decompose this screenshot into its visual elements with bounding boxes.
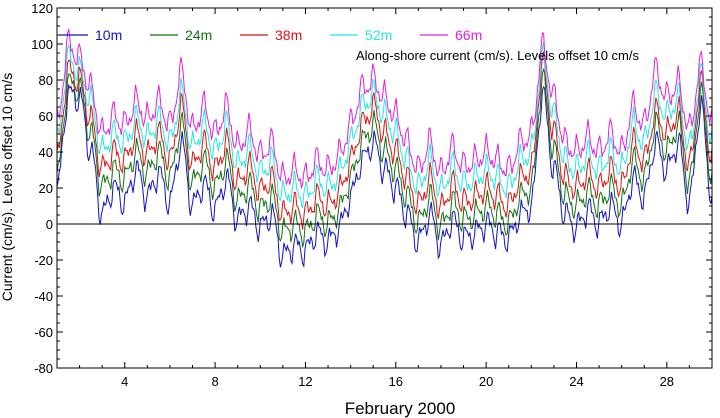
series-lines — [56, 28, 713, 268]
legend-label-38m: 38m — [275, 27, 302, 43]
series-line-66m — [56, 28, 713, 189]
y-tick-label: 40 — [39, 145, 53, 160]
x-tick-label: 20 — [479, 374, 493, 389]
x-tick-label: 28 — [660, 374, 674, 389]
x-tick-label: 4 — [121, 374, 128, 389]
tick-marks — [56, 7, 713, 369]
x-tick-label: 24 — [569, 374, 583, 389]
x-tick-label: 12 — [298, 374, 312, 389]
y-tick-label: 60 — [39, 109, 53, 124]
series-line-10m — [56, 83, 713, 268]
x-tick-label: 16 — [389, 374, 403, 389]
y-tick-label: 20 — [39, 181, 53, 196]
legend-label-24m: 24m — [185, 27, 212, 43]
y-tick-label: -20 — [34, 253, 53, 268]
series-line-52m — [56, 42, 713, 209]
y-axis-title: Current (cm/s). Levels offset 10 cm/s — [0, 73, 15, 301]
chart-annotation: Along-shore current (cm/s). Levels offse… — [356, 48, 639, 63]
tick-labels: 4 8 12 16 20 24 28 -80 -60 -40 -20 0 20 40 60 80 100 120 — [31, 1, 674, 389]
y-tick-label: -60 — [34, 325, 53, 340]
y-tick-label: 120 — [31, 1, 53, 16]
legend: 10m 24m 38m 52m 66m — [60, 27, 482, 43]
series-line-24m — [56, 67, 713, 248]
y-tick-label: 100 — [31, 37, 53, 52]
legend-label-10m: 10m — [95, 27, 122, 43]
legend-label-66m: 66m — [455, 27, 482, 43]
x-tick-label: 8 — [211, 374, 218, 389]
y-tick-label: 0 — [46, 217, 53, 232]
x-axis-title: February 2000 — [345, 399, 456, 418]
y-tick-label: -80 — [34, 361, 53, 376]
series-line-38m — [56, 51, 713, 230]
y-tick-label: 80 — [39, 73, 53, 88]
y-tick-label: -40 — [34, 289, 53, 304]
legend-label-52m: 52m — [365, 27, 392, 43]
